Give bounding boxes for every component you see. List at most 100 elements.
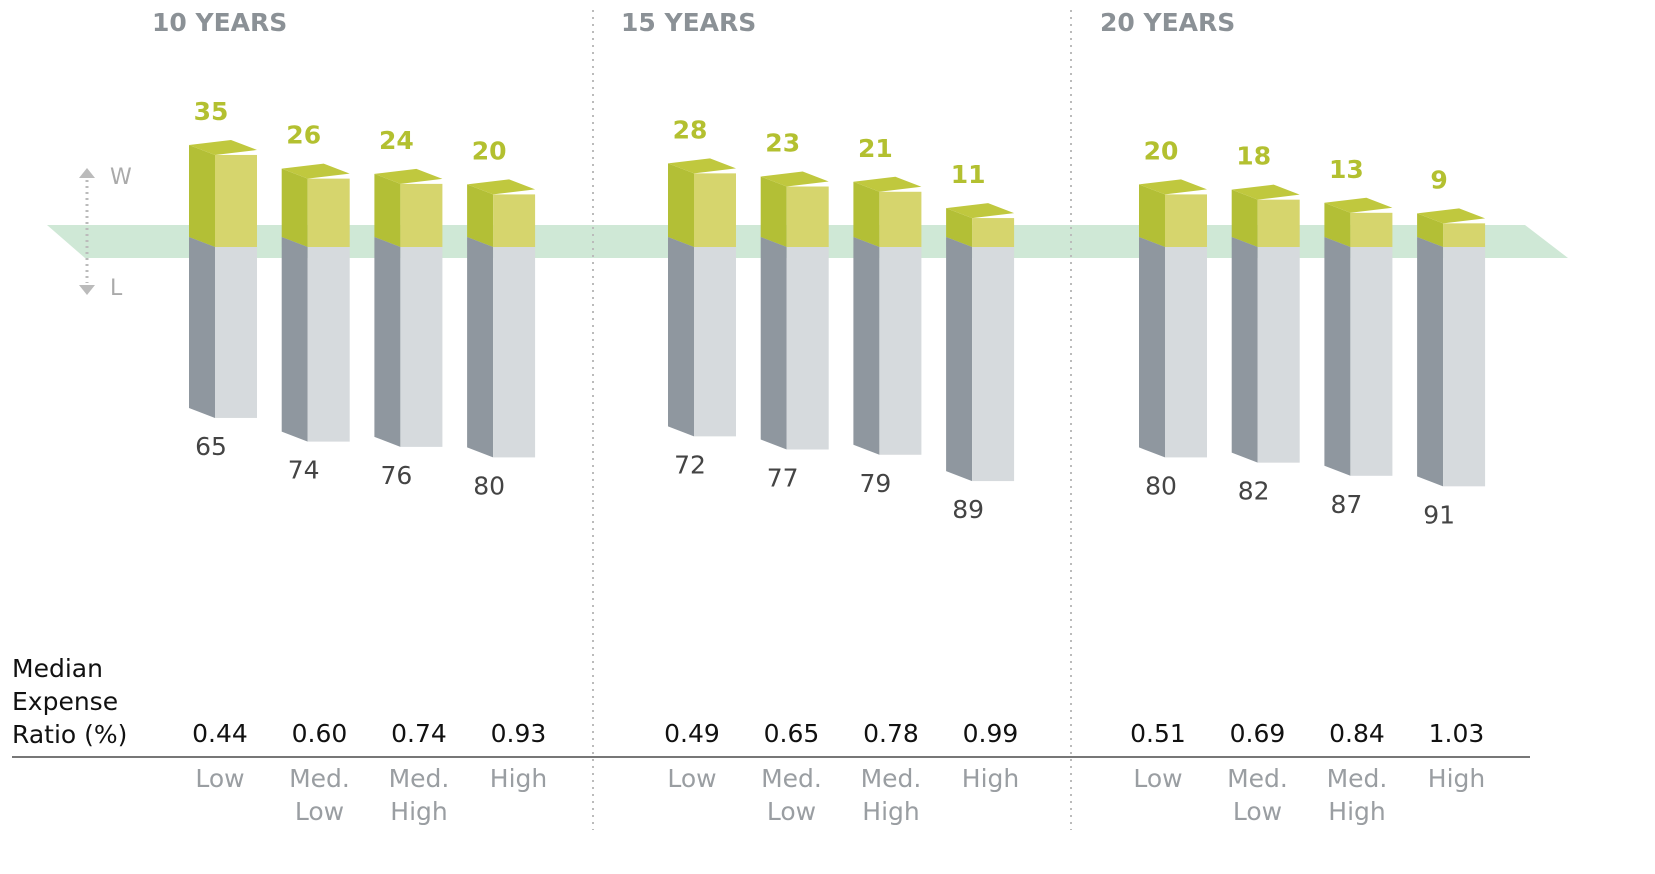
- win-side: [946, 208, 973, 247]
- win-side: [374, 173, 401, 247]
- loss-label: 79: [859, 469, 891, 498]
- win-top: [760, 171, 829, 187]
- win-label: 20: [472, 136, 507, 165]
- win-bar: [281, 163, 350, 247]
- expense-ratio: 0.60: [291, 719, 348, 748]
- loss-front: [307, 247, 350, 442]
- win-top: [668, 158, 736, 174]
- win-bar: [1324, 197, 1393, 247]
- loss-bar: [1324, 237, 1393, 476]
- win-side: [467, 184, 494, 247]
- win-label: 18: [1236, 142, 1271, 171]
- loss-side: [374, 237, 401, 447]
- legend-w: W: [110, 165, 132, 190]
- loss-side: [1139, 237, 1165, 458]
- category-label: High: [961, 764, 1020, 793]
- loss-label: 74: [288, 456, 320, 485]
- win-label: 13: [1329, 155, 1364, 184]
- win-top: [853, 176, 922, 192]
- win-front: [1165, 194, 1207, 247]
- loss-front: [972, 247, 1015, 482]
- win-side: [853, 181, 880, 247]
- win-bar: [467, 179, 536, 247]
- win-top: [374, 168, 443, 184]
- loss-bar: [1231, 237, 1300, 463]
- loss-front: [694, 247, 736, 437]
- win-bar: [374, 168, 443, 247]
- loss-label: 87: [1330, 490, 1362, 519]
- loss-label: 91: [1423, 500, 1455, 529]
- loss-side: [467, 237, 494, 458]
- loss-bar: [1139, 237, 1207, 458]
- loss-side: [946, 237, 973, 482]
- win-label: 11: [951, 160, 986, 189]
- category-label: High: [1427, 764, 1486, 793]
- loss-label: 80: [473, 471, 505, 500]
- loss-side: [1417, 237, 1444, 487]
- win-front: [493, 194, 536, 247]
- loss-label: 72: [674, 450, 706, 479]
- expense-ratio: 0.99: [962, 719, 1019, 748]
- win-label: 9: [1430, 165, 1447, 194]
- win-bar: [668, 158, 736, 247]
- win-bar: [760, 171, 829, 247]
- win-front: [1257, 199, 1300, 247]
- loss-bar: [946, 237, 1015, 482]
- arrow-down: [79, 285, 95, 295]
- loss-label: 77: [767, 464, 799, 493]
- category-label: Med. Low: [1227, 764, 1288, 826]
- win-label: 28: [673, 115, 708, 144]
- win-top: [1417, 208, 1486, 224]
- expense-ratio: 0.65: [763, 719, 820, 748]
- loss-label: 76: [380, 461, 412, 490]
- win-top: [1231, 184, 1300, 200]
- loss-front: [1350, 247, 1393, 476]
- win-side: [668, 163, 694, 247]
- loss-front: [1257, 247, 1300, 463]
- win-top: [946, 203, 1015, 219]
- expense-ratio: 0.93: [490, 719, 547, 748]
- category-label: Med. High: [388, 764, 450, 826]
- loss-bar: [189, 237, 257, 418]
- expense-ratio: 0.78: [863, 719, 919, 748]
- loss-side: [1324, 237, 1351, 476]
- loss-front: [215, 247, 257, 418]
- loss-bar: [281, 237, 350, 442]
- category-label: High: [489, 764, 548, 793]
- win-label: 35: [194, 97, 229, 126]
- win-label: 23: [765, 129, 800, 158]
- loss-bar: [760, 237, 829, 450]
- category-label: Low: [195, 764, 245, 793]
- panel-title: 20 YEARS: [1100, 8, 1235, 37]
- win-side: [760, 176, 787, 247]
- loss-front: [400, 247, 443, 447]
- win-front: [215, 154, 257, 247]
- loss-bar: [1417, 237, 1486, 487]
- expense-ratio: 0.69: [1229, 719, 1286, 748]
- win-front: [694, 173, 736, 247]
- win-front: [1443, 223, 1486, 247]
- win-side: [189, 144, 215, 247]
- row-label: Median Expense Ratio (%): [12, 654, 128, 749]
- win-front: [972, 218, 1015, 247]
- win-top: [1324, 197, 1393, 213]
- loss-bar: [467, 237, 536, 458]
- win-top: [1139, 179, 1207, 195]
- win-bar: [1139, 179, 1207, 247]
- win-bar: [853, 176, 922, 247]
- win-label: 20: [1144, 136, 1179, 165]
- loss-side: [189, 237, 215, 418]
- expense-ratio: 0.51: [1130, 719, 1186, 748]
- loss-side: [668, 237, 694, 437]
- win-front: [879, 191, 922, 247]
- loss-label: 65: [195, 432, 227, 461]
- win-top: [189, 139, 257, 155]
- win-side: [1231, 189, 1258, 247]
- win-top: [467, 179, 536, 195]
- win-label: 21: [858, 134, 893, 163]
- win-front: [786, 186, 829, 247]
- loss-side: [760, 237, 787, 450]
- expense-ratio: 0.44: [192, 719, 248, 748]
- panel-title: 15 YEARS: [621, 8, 756, 37]
